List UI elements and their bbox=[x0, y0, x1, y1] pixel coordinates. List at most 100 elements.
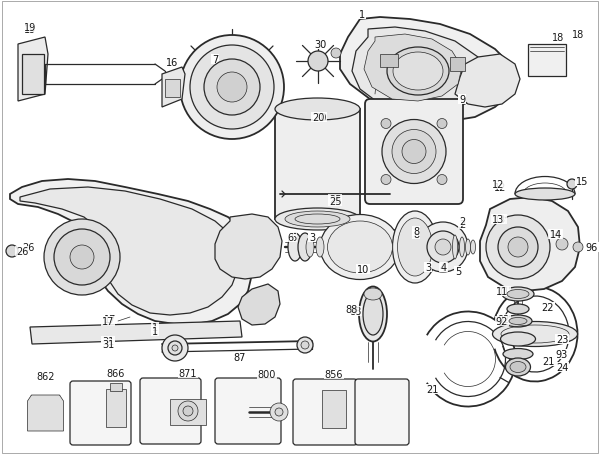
Text: 17: 17 bbox=[104, 314, 116, 324]
Text: 5: 5 bbox=[455, 267, 461, 276]
Text: 88: 88 bbox=[349, 306, 361, 316]
Ellipse shape bbox=[359, 287, 387, 342]
Ellipse shape bbox=[387, 48, 449, 96]
Circle shape bbox=[178, 401, 198, 421]
Text: 18: 18 bbox=[552, 33, 564, 43]
Bar bbox=[528, 45, 566, 77]
Ellipse shape bbox=[285, 212, 350, 228]
Ellipse shape bbox=[507, 290, 529, 299]
Text: 8: 8 bbox=[413, 227, 419, 237]
Text: 26: 26 bbox=[16, 247, 28, 257]
Circle shape bbox=[556, 238, 568, 250]
Ellipse shape bbox=[275, 208, 360, 231]
Text: 87: 87 bbox=[234, 352, 246, 362]
Polygon shape bbox=[215, 214, 282, 279]
Circle shape bbox=[183, 406, 193, 416]
Bar bbox=[165, 80, 180, 98]
Circle shape bbox=[567, 180, 577, 190]
Circle shape bbox=[54, 229, 110, 285]
Ellipse shape bbox=[502, 288, 534, 301]
Text: 3: 3 bbox=[309, 233, 315, 243]
Text: 23: 23 bbox=[556, 334, 568, 344]
FancyBboxPatch shape bbox=[355, 379, 409, 445]
Text: 8: 8 bbox=[413, 229, 419, 239]
Circle shape bbox=[382, 120, 446, 184]
Text: 26: 26 bbox=[22, 243, 34, 253]
Ellipse shape bbox=[452, 236, 457, 259]
Bar bbox=[106, 389, 125, 427]
Ellipse shape bbox=[275, 99, 360, 121]
Text: 800: 800 bbox=[258, 369, 276, 379]
FancyBboxPatch shape bbox=[215, 378, 281, 444]
Polygon shape bbox=[22, 55, 44, 95]
Text: 11: 11 bbox=[498, 286, 510, 296]
Text: 14: 14 bbox=[550, 229, 562, 239]
Text: 13: 13 bbox=[494, 214, 506, 224]
Text: 21: 21 bbox=[426, 384, 438, 394]
FancyBboxPatch shape bbox=[293, 379, 357, 445]
Circle shape bbox=[308, 52, 328, 72]
Text: 6: 6 bbox=[290, 233, 296, 243]
Ellipse shape bbox=[504, 315, 532, 327]
Text: 19: 19 bbox=[24, 25, 36, 35]
FancyBboxPatch shape bbox=[140, 378, 201, 444]
Ellipse shape bbox=[466, 239, 470, 255]
Polygon shape bbox=[28, 395, 64, 431]
Text: 25: 25 bbox=[329, 195, 341, 205]
Text: 16: 16 bbox=[166, 58, 178, 68]
Circle shape bbox=[331, 49, 341, 59]
Text: 24: 24 bbox=[556, 362, 568, 372]
Text: 30: 30 bbox=[314, 40, 326, 50]
Ellipse shape bbox=[505, 358, 530, 376]
Ellipse shape bbox=[316, 238, 324, 258]
Ellipse shape bbox=[288, 233, 302, 262]
Circle shape bbox=[270, 403, 288, 421]
Circle shape bbox=[301, 341, 309, 349]
Text: 2: 2 bbox=[459, 217, 465, 227]
Circle shape bbox=[437, 119, 447, 129]
Text: 21: 21 bbox=[542, 356, 554, 366]
Text: 18: 18 bbox=[572, 30, 584, 40]
Text: 3: 3 bbox=[425, 263, 431, 273]
Polygon shape bbox=[18, 38, 48, 102]
Text: 871: 871 bbox=[179, 368, 197, 378]
Polygon shape bbox=[340, 18, 515, 122]
Circle shape bbox=[486, 216, 550, 279]
Circle shape bbox=[508, 238, 528, 258]
Circle shape bbox=[6, 245, 18, 258]
Polygon shape bbox=[380, 55, 398, 68]
Ellipse shape bbox=[515, 188, 575, 201]
Text: 14: 14 bbox=[549, 229, 561, 239]
Text: 862: 862 bbox=[36, 371, 55, 381]
Polygon shape bbox=[480, 197, 580, 291]
Text: 20: 20 bbox=[314, 113, 326, 123]
Polygon shape bbox=[275, 110, 360, 219]
Text: 92: 92 bbox=[496, 316, 508, 326]
Polygon shape bbox=[162, 68, 185, 108]
Text: 15: 15 bbox=[576, 177, 588, 187]
Ellipse shape bbox=[509, 318, 527, 325]
Ellipse shape bbox=[393, 53, 443, 91]
Circle shape bbox=[381, 175, 391, 185]
Circle shape bbox=[427, 232, 459, 263]
Text: 19: 19 bbox=[24, 23, 36, 33]
Text: 10: 10 bbox=[357, 264, 369, 274]
Polygon shape bbox=[450, 58, 465, 72]
Ellipse shape bbox=[503, 349, 533, 360]
Circle shape bbox=[204, 60, 260, 116]
Text: 96: 96 bbox=[586, 243, 598, 253]
Text: 10: 10 bbox=[357, 264, 369, 274]
Text: 3: 3 bbox=[309, 233, 315, 243]
Text: 21: 21 bbox=[542, 356, 554, 366]
Circle shape bbox=[70, 245, 94, 269]
Text: 93: 93 bbox=[556, 349, 568, 359]
Circle shape bbox=[392, 130, 436, 174]
Text: 22: 22 bbox=[542, 302, 554, 312]
Text: 15: 15 bbox=[576, 177, 588, 187]
Ellipse shape bbox=[507, 304, 529, 314]
Ellipse shape bbox=[306, 238, 314, 258]
Text: 96: 96 bbox=[586, 243, 598, 253]
Text: 856: 856 bbox=[325, 369, 343, 379]
Text: 93: 93 bbox=[556, 349, 568, 359]
Text: 4: 4 bbox=[441, 263, 447, 273]
